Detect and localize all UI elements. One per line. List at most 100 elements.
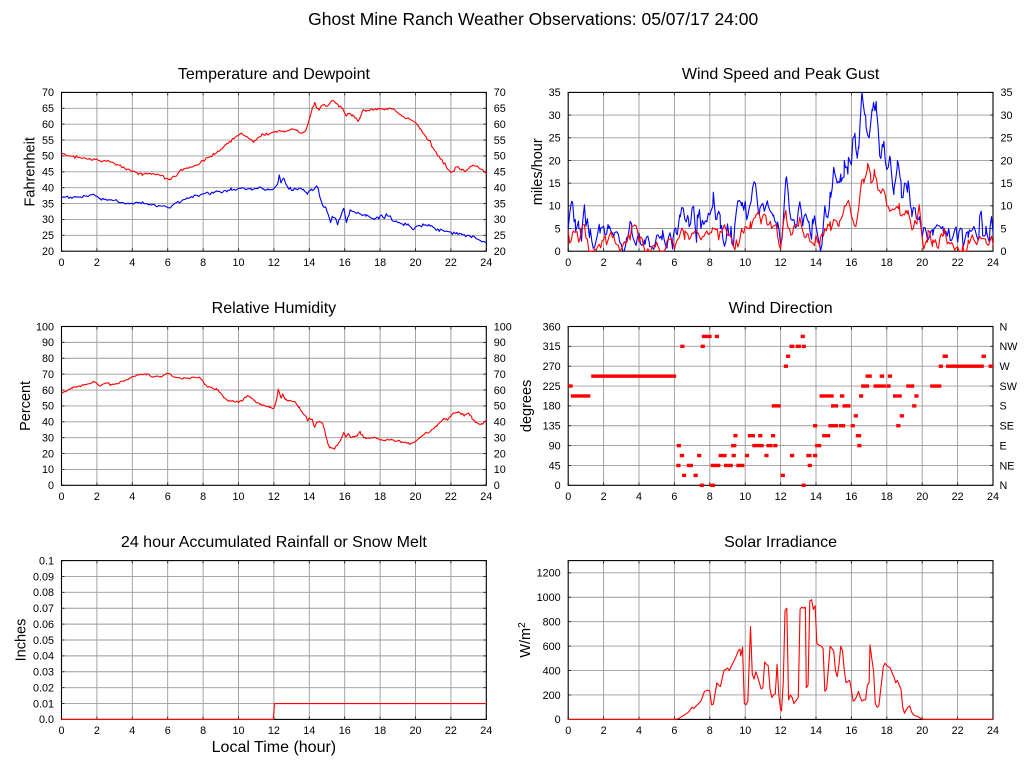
svg-text:30: 30 bbox=[42, 214, 54, 226]
svg-text:20: 20 bbox=[494, 448, 506, 460]
svg-text:100: 100 bbox=[494, 321, 512, 333]
svg-text:18: 18 bbox=[374, 725, 386, 737]
svg-text:20: 20 bbox=[916, 257, 928, 269]
svg-text:4: 4 bbox=[129, 491, 135, 503]
svg-text:SW: SW bbox=[1000, 381, 1018, 393]
svg-text:60: 60 bbox=[42, 385, 54, 397]
svg-text:40: 40 bbox=[42, 182, 54, 194]
svg-text:45: 45 bbox=[494, 167, 506, 179]
svg-text:22: 22 bbox=[952, 491, 964, 503]
svg-text:45: 45 bbox=[549, 460, 561, 472]
svg-text:2: 2 bbox=[601, 491, 607, 503]
svg-text:10: 10 bbox=[42, 464, 54, 476]
svg-text:20: 20 bbox=[409, 491, 421, 503]
svg-text:Wind Speed and Peak Gust: Wind Speed and Peak Gust bbox=[682, 66, 880, 83]
svg-text:6: 6 bbox=[165, 257, 171, 269]
svg-text:12: 12 bbox=[268, 257, 280, 269]
svg-text:1200: 1200 bbox=[537, 568, 561, 580]
svg-text:20: 20 bbox=[916, 491, 928, 503]
svg-text:80: 80 bbox=[494, 353, 506, 365]
svg-text:0: 0 bbox=[555, 714, 561, 726]
svg-text:25: 25 bbox=[549, 133, 561, 145]
svg-text:20: 20 bbox=[42, 448, 54, 460]
svg-text:0.03: 0.03 bbox=[33, 667, 54, 679]
svg-text:20: 20 bbox=[549, 155, 561, 167]
svg-text:2: 2 bbox=[94, 491, 100, 503]
svg-text:60: 60 bbox=[494, 119, 506, 131]
svg-text:100: 100 bbox=[36, 321, 54, 333]
svg-text:20: 20 bbox=[409, 257, 421, 269]
svg-text:6: 6 bbox=[165, 725, 171, 737]
svg-text:4: 4 bbox=[129, 257, 135, 269]
svg-text:400: 400 bbox=[543, 665, 561, 677]
svg-text:6: 6 bbox=[671, 725, 677, 737]
svg-text:0.0: 0.0 bbox=[39, 714, 54, 726]
svg-text:12: 12 bbox=[775, 257, 787, 269]
svg-text:12: 12 bbox=[268, 491, 280, 503]
svg-text:8: 8 bbox=[200, 257, 206, 269]
svg-text:10: 10 bbox=[549, 201, 561, 213]
svg-text:10: 10 bbox=[739, 491, 751, 503]
svg-text:50: 50 bbox=[494, 401, 506, 413]
svg-text:50: 50 bbox=[42, 151, 54, 163]
svg-text:14: 14 bbox=[303, 491, 315, 503]
svg-text:20: 20 bbox=[1001, 155, 1013, 167]
svg-text:0: 0 bbox=[1001, 246, 1007, 258]
svg-text:0: 0 bbox=[555, 480, 561, 492]
svg-text:0: 0 bbox=[58, 725, 64, 737]
svg-text:5: 5 bbox=[1001, 223, 1007, 235]
svg-text:W: W bbox=[1000, 361, 1011, 373]
svg-text:16: 16 bbox=[845, 257, 857, 269]
svg-text:22: 22 bbox=[445, 257, 457, 269]
svg-text:14: 14 bbox=[810, 257, 822, 269]
svg-text:6: 6 bbox=[671, 491, 677, 503]
svg-text:25: 25 bbox=[1001, 133, 1013, 145]
svg-text:16: 16 bbox=[339, 725, 351, 737]
svg-text:800: 800 bbox=[543, 616, 561, 628]
svg-text:25: 25 bbox=[42, 230, 54, 242]
svg-text:4: 4 bbox=[636, 491, 642, 503]
svg-text:12: 12 bbox=[775, 491, 787, 503]
svg-text:16: 16 bbox=[339, 257, 351, 269]
svg-text:24: 24 bbox=[480, 725, 492, 737]
svg-text:E: E bbox=[1000, 440, 1007, 452]
svg-text:10: 10 bbox=[739, 725, 751, 737]
svg-text:90: 90 bbox=[42, 337, 54, 349]
svg-text:30: 30 bbox=[42, 432, 54, 444]
svg-text:0.04: 0.04 bbox=[33, 651, 54, 663]
svg-text:18: 18 bbox=[374, 257, 386, 269]
svg-text:0.02: 0.02 bbox=[33, 682, 54, 694]
svg-text:Inches: Inches bbox=[14, 619, 30, 662]
svg-text:NW: NW bbox=[1000, 341, 1019, 353]
svg-text:22: 22 bbox=[445, 491, 457, 503]
svg-text:Relative Humidity: Relative Humidity bbox=[212, 300, 336, 317]
svg-text:6: 6 bbox=[165, 491, 171, 503]
svg-text:40: 40 bbox=[494, 417, 506, 429]
svg-text:2: 2 bbox=[601, 725, 607, 737]
svg-text:50: 50 bbox=[42, 401, 54, 413]
svg-text:W/m2: W/m2 bbox=[517, 622, 534, 658]
svg-text:25: 25 bbox=[494, 230, 506, 242]
svg-text:8: 8 bbox=[200, 725, 206, 737]
svg-text:10: 10 bbox=[232, 257, 244, 269]
svg-text:24: 24 bbox=[480, 491, 492, 503]
svg-text:14: 14 bbox=[810, 725, 822, 737]
svg-text:Wind Direction: Wind Direction bbox=[729, 300, 833, 317]
svg-text:0.06: 0.06 bbox=[33, 619, 54, 631]
svg-text:degrees: degrees bbox=[519, 380, 535, 432]
svg-text:5: 5 bbox=[555, 223, 561, 235]
svg-text:24: 24 bbox=[987, 725, 999, 737]
svg-text:200: 200 bbox=[543, 690, 561, 702]
svg-text:14: 14 bbox=[810, 491, 822, 503]
svg-text:45: 45 bbox=[42, 167, 54, 179]
svg-text:60: 60 bbox=[494, 385, 506, 397]
svg-text:2: 2 bbox=[94, 257, 100, 269]
svg-text:35: 35 bbox=[42, 198, 54, 210]
svg-text:N: N bbox=[1000, 480, 1008, 492]
svg-text:2: 2 bbox=[601, 257, 607, 269]
svg-text:600: 600 bbox=[543, 641, 561, 653]
svg-text:4: 4 bbox=[636, 257, 642, 269]
svg-text:90: 90 bbox=[549, 440, 561, 452]
svg-text:16: 16 bbox=[845, 491, 857, 503]
svg-text:0.08: 0.08 bbox=[33, 587, 54, 599]
